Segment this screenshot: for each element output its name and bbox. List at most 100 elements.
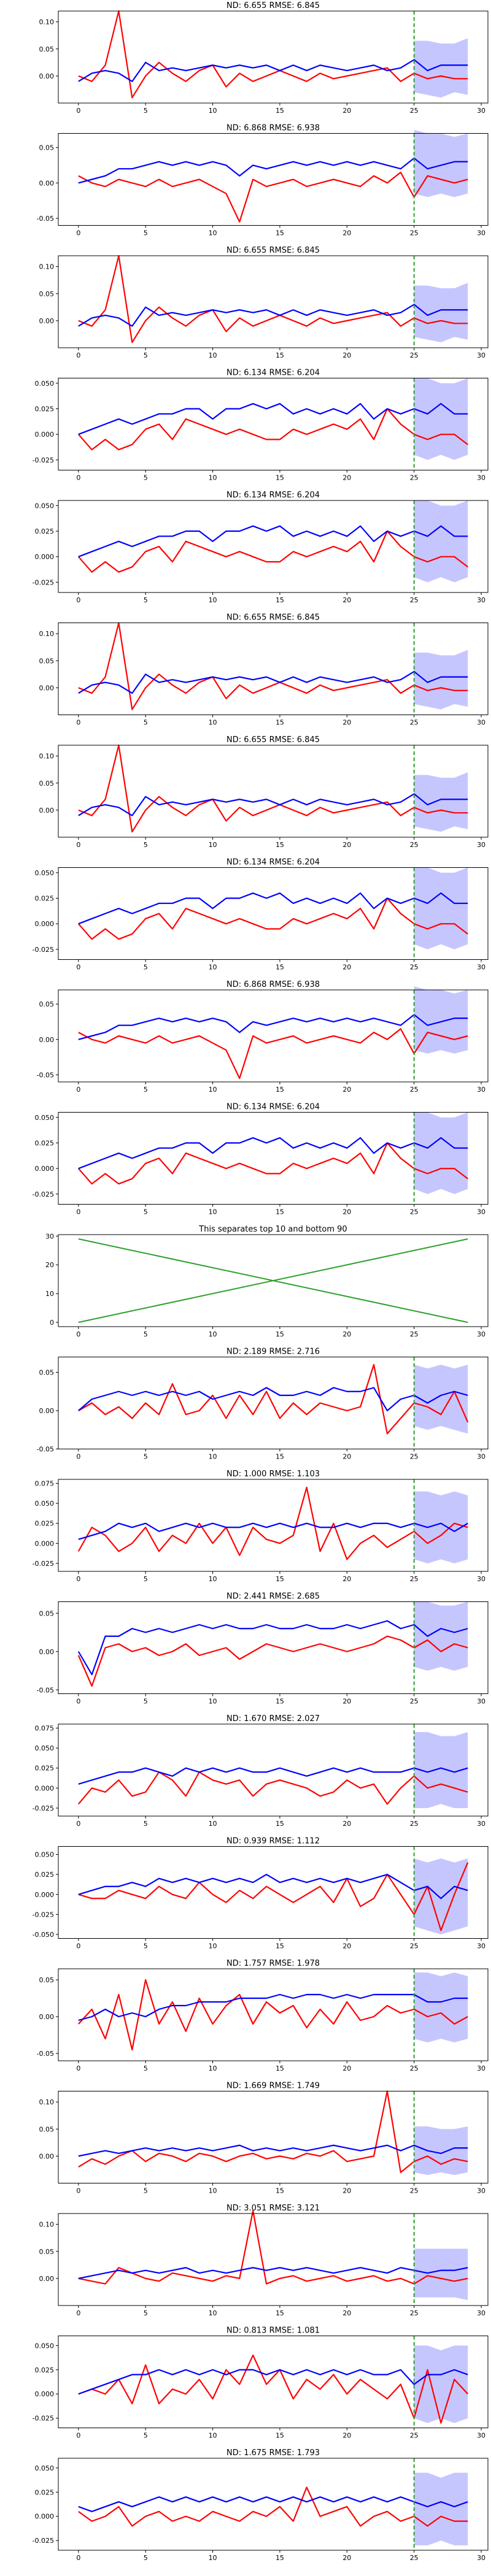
x-tick-label: 30 <box>477 841 485 849</box>
confidence-band <box>414 1365 468 1434</box>
x-tick-label: 25 <box>410 2554 419 2562</box>
x-tick-label: 30 <box>477 1330 485 1338</box>
x-tick-label: 30 <box>477 474 485 482</box>
y-tick-label: 0.05 <box>39 1609 55 1617</box>
subplot-title: ND: 1.757 RMSE: 1.978 <box>226 1959 320 1968</box>
subplot-title: ND: 3.051 RMSE: 3.121 <box>226 2204 320 2213</box>
plot-frame <box>58 623 489 715</box>
series-blue-line <box>78 1767 468 1785</box>
x-tick-label: 5 <box>144 1330 148 1338</box>
series-blue-line <box>78 1014 468 1040</box>
y-tick-label: 0.05 <box>39 2248 55 2256</box>
x-tick-label: 30 <box>477 1208 485 1216</box>
x-tick-label: 0 <box>76 1330 80 1338</box>
y-tick-label: 0.05 <box>39 1976 55 1984</box>
series-red-line <box>78 1028 468 1079</box>
confidence-band <box>414 378 468 460</box>
x-tick-label: 20 <box>342 1330 351 1338</box>
x-tick-label: 30 <box>477 2309 485 2317</box>
confidence-band <box>414 1972 468 2042</box>
x-tick-label: 0 <box>76 1453 80 1461</box>
x-tick-label: 10 <box>209 1208 217 1216</box>
x-tick-label: 10 <box>209 1575 217 1583</box>
y-tick-label: 0.00 <box>39 317 55 325</box>
x-tick-label: 10 <box>209 596 217 604</box>
subplot-title: ND: 6.868 RMSE: 6.938 <box>226 124 320 133</box>
subplot-title: ND: 1.670 RMSE: 2.027 <box>226 1714 320 1723</box>
x-tick-label: 5 <box>144 107 148 115</box>
x-tick-label: 10 <box>209 2432 217 2440</box>
subplot-14: ND: 1.670 RMSE: 2.027 0 5 10 15 20 25 30 0.075 0.… <box>33 1714 489 1828</box>
x-tick-label: 30 <box>477 2187 485 2195</box>
x-tick-label: 10 <box>209 1330 217 1338</box>
plot-frame <box>58 2458 489 2551</box>
y-tick-label: 0.075 <box>35 1480 55 1488</box>
y-tick-label: -0.025 <box>33 2415 54 2423</box>
x-tick-label: 0 <box>76 1086 80 1094</box>
y-tick-label: 0.050 <box>35 1744 55 1752</box>
plot-frame <box>58 2213 489 2306</box>
x-tick-label: 10 <box>209 2309 217 2317</box>
series-blue-line <box>78 2144 468 2157</box>
x-tick-label: 25 <box>410 2432 419 2440</box>
subplot-13: ND: 2.441 RMSE: 2.685 0 5 10 15 20 25 30 0.05 0.0… <box>37 1592 489 1706</box>
y-tick-label: 0.00 <box>39 179 55 187</box>
series-red-line <box>77 1979 468 2051</box>
x-tick-label: 25 <box>410 229 419 237</box>
subplot-6: ND: 6.655 RMSE: 6.845 0 5 10 15 20 25 30 0.00 0.0… <box>39 735 489 849</box>
series-blue-line <box>78 304 468 327</box>
x-tick-label: 0 <box>76 1942 80 1950</box>
confidence-band <box>414 2345 468 2423</box>
series-blue-line <box>78 2267 468 2279</box>
y-tick-label: 0.00 <box>39 2013 55 2021</box>
x-tick-label: 15 <box>276 1575 284 1583</box>
y-tick-label: -0.025 <box>33 946 54 954</box>
y-tick-label: 0 <box>50 1319 54 1327</box>
y-tick-label: 0.10 <box>39 2221 55 2229</box>
x-tick-label: 30 <box>477 2554 485 2562</box>
x-tick-label: 25 <box>410 1330 419 1338</box>
y-tick-label: -0.025 <box>33 1560 54 1568</box>
plot-frame <box>58 255 489 348</box>
plot-frame <box>58 500 489 593</box>
x-tick-label: 30 <box>477 964 485 972</box>
series-red-line <box>78 744 468 833</box>
y-tick-label: 0.050 <box>35 1114 55 1122</box>
y-tick-label: 10 <box>45 1290 54 1298</box>
series-blue-line <box>78 1522 468 1540</box>
y-tick-label: 0.025 <box>35 1871 55 1879</box>
series-red-line <box>77 1771 468 1805</box>
subplot-8: ND: 6.868 RMSE: 6.938 0 5 10 15 20 25 30 0.05 0.0… <box>37 980 489 1094</box>
x-tick-label: 15 <box>276 719 284 727</box>
x-tick-label: 15 <box>276 2064 284 2072</box>
x-tick-label: 15 <box>276 1820 284 1828</box>
confidence-band <box>414 986 468 1054</box>
confidence-band <box>414 1858 468 1934</box>
series-blue-line <box>78 1874 468 1899</box>
x-tick-label: 5 <box>144 1208 148 1216</box>
y-tick-label: 30 <box>45 1232 54 1240</box>
y-tick-label: 0.05 <box>39 2125 55 2133</box>
y-tick-label: 0.10 <box>39 18 55 26</box>
x-tick-label: 5 <box>144 1942 148 1950</box>
x-tick-label: 30 <box>477 1942 485 1950</box>
x-tick-label: 30 <box>477 1820 485 1828</box>
x-tick-label: 25 <box>410 719 419 727</box>
series-blue-line <box>78 2496 468 2512</box>
subplot-title: ND: 1.669 RMSE: 1.749 <box>226 2082 320 2091</box>
x-tick-label: 0 <box>76 2064 80 2072</box>
x-tick-label: 20 <box>342 474 351 482</box>
y-tick-label: 0.050 <box>35 2342 55 2350</box>
y-tick-label: -0.025 <box>33 1804 54 1812</box>
series-red-line <box>78 10 468 99</box>
x-tick-label: 15 <box>276 1086 284 1094</box>
y-tick-label: -0.05 <box>37 1071 54 1079</box>
x-tick-label: 15 <box>276 1453 284 1461</box>
x-tick-label: 25 <box>410 2309 419 2317</box>
y-tick-label: -0.05 <box>37 2050 54 2058</box>
y-tick-label: 0.00 <box>39 684 55 692</box>
y-tick-label: 0.00 <box>39 807 55 815</box>
x-tick-label: 15 <box>276 1208 284 1216</box>
x-tick-label: 5 <box>144 1820 148 1828</box>
